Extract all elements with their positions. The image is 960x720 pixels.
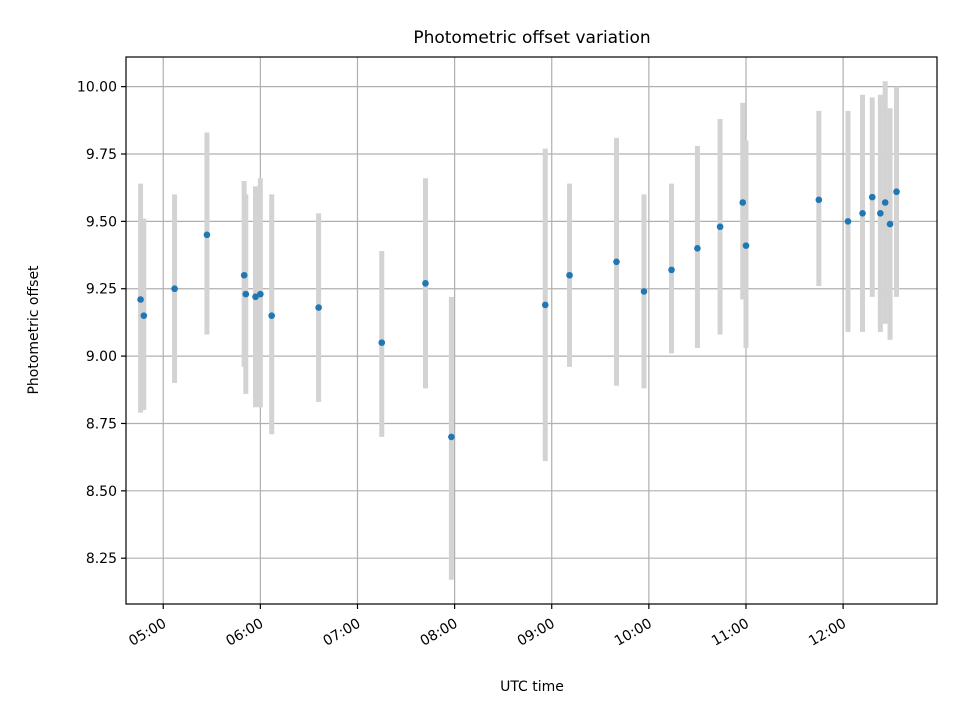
y-tick-label: 9.25 [86, 282, 117, 298]
data-point [859, 209, 866, 217]
data-point [716, 223, 724, 231]
y-tick-label: 8.50 [86, 484, 117, 500]
data-point [137, 296, 144, 303]
data-point [448, 433, 455, 441]
data-points [137, 188, 900, 441]
y-tick-label: 10.00 [77, 80, 117, 96]
x-axis-label: UTC time [500, 679, 564, 695]
data-point [739, 199, 747, 206]
data-point [257, 290, 264, 298]
data-point [877, 209, 884, 217]
grid [126, 57, 937, 604]
data-point [668, 266, 675, 274]
data-point [868, 193, 876, 201]
data-point [171, 285, 178, 293]
data-point [844, 218, 852, 225]
data-point [694, 245, 701, 252]
data-point [881, 199, 889, 206]
data-point [541, 301, 549, 309]
y-tick-label: 9.75 [86, 147, 117, 163]
y-tick-label: 8.25 [86, 551, 117, 567]
plot-frame [125, 56, 938, 605]
data-point [252, 293, 259, 301]
data-point [240, 271, 248, 279]
data-point [886, 220, 894, 228]
y-axis: 8.25 8.50 8.75 9.00 9.25 9.50 9.75 10.00 [77, 80, 126, 567]
data-point [566, 271, 573, 279]
data-point [893, 188, 900, 196]
data-point [268, 312, 275, 319]
data-point [422, 280, 429, 287]
data-point [315, 304, 322, 311]
chart-title: Photometric offset variation [413, 28, 650, 48]
data-point [815, 196, 823, 204]
y-axis-label: Photometric offset [26, 265, 42, 395]
data-point [742, 242, 750, 249]
data-point [203, 231, 211, 239]
data-point [613, 258, 620, 266]
data-point [242, 290, 250, 298]
y-tick-label: 9.50 [86, 214, 117, 230]
data-point [378, 339, 386, 346]
y-tick-label: 9.00 [86, 349, 117, 365]
data-point [140, 312, 148, 319]
data-point [640, 288, 648, 295]
y-tick-label: 8.75 [86, 416, 117, 432]
